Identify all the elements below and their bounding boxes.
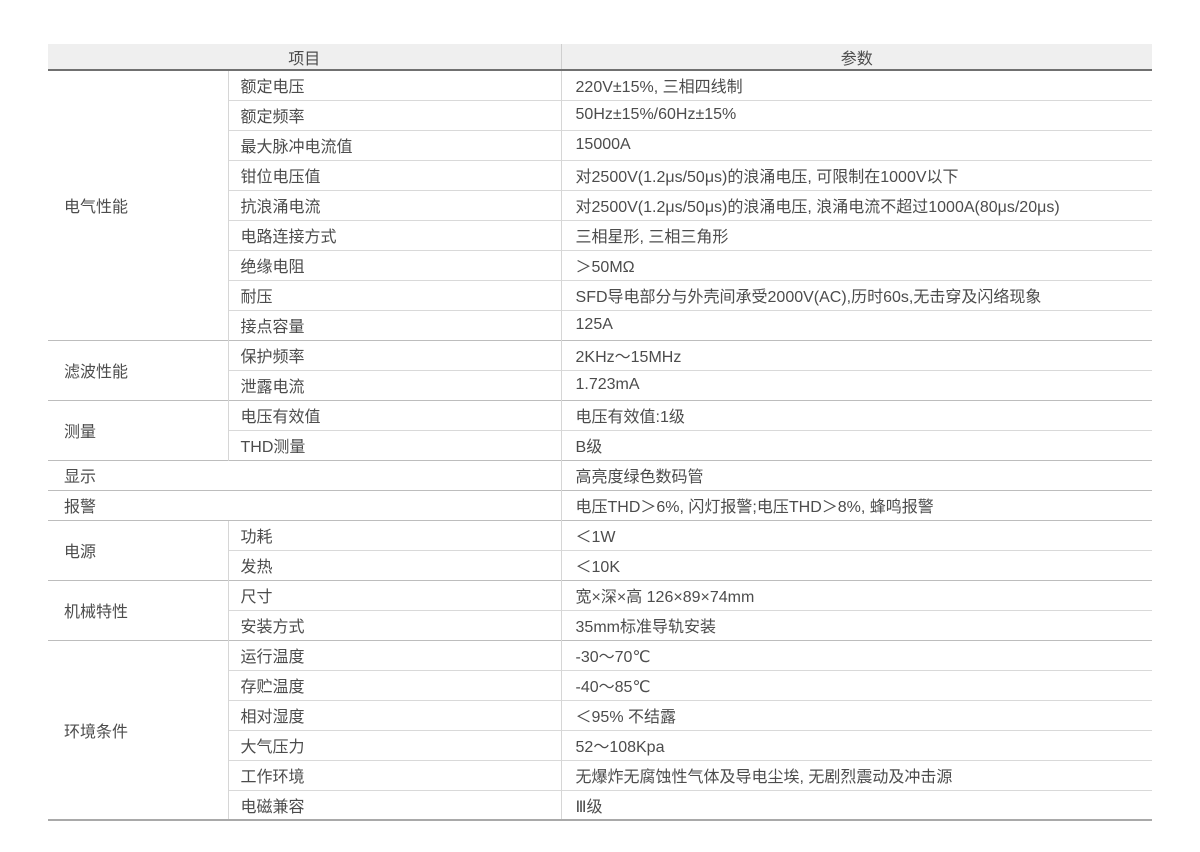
spec-table: 项目 参数 电气性能 额定电压 220V±15%, 三相四线制 额定频率 50Hz±15… (48, 44, 1153, 821)
item-label: 最大脉冲电流值 (227, 129, 562, 160)
param-value: 电压有效值:1级 (560, 399, 1153, 430)
table-row: 安装方式 35mm标准导轨安装 (48, 609, 1153, 640)
item-label: 电路连接方式 (227, 219, 562, 250)
item-label: 相对湿度 (227, 699, 562, 730)
table-row: 发热 ＜10K (48, 549, 1153, 580)
table-row: 大气压力 52～108Kpa (48, 729, 1153, 760)
item-label: THD测量 (227, 429, 562, 460)
group-label: 测量 (48, 399, 228, 460)
item-label: 运行温度 (227, 639, 562, 670)
param-value: 电压THD＞6%, 闪灯报警;电压THD＞8%, 蜂鸣报警 (560, 489, 1153, 520)
item-label: 工作环境 (227, 759, 562, 790)
item-label: 安装方式 (227, 609, 562, 640)
item-label: 功耗 (227, 519, 562, 550)
param-value: -30～70℃ (560, 639, 1153, 670)
item-label: 额定电压 (227, 69, 562, 100)
param-value: 对2500V(1.2μs/50μs)的浪涌电压, 可限制在1000V以下 (560, 159, 1153, 190)
table-row: 电源 功耗 ＜1W (48, 519, 1153, 580)
table-row: 接点容量 125A (48, 309, 1153, 340)
table-row: 机械特性 尺寸 宽×深×高 126×89×74mm (48, 579, 1153, 640)
param-value: ＜1W (560, 519, 1153, 550)
table-row: 耐压 SFD导电部分与外壳间承受2000V(AC),历时60s,无击穿及闪络现象 (48, 279, 1153, 310)
table-row: 相对湿度 ＜95% 不结露 (48, 699, 1153, 730)
group-label: 报警 (48, 489, 562, 520)
param-value: 50Hz±15%/60Hz±15% (560, 99, 1153, 130)
item-label: 发热 (227, 549, 562, 580)
item-label: 存贮温度 (227, 669, 562, 700)
param-value: ＜10K (560, 549, 1153, 580)
item-label: 钳位电压值 (227, 159, 562, 190)
column-header-item: 项目 (48, 44, 562, 71)
item-label: 额定频率 (227, 99, 562, 130)
item-label: 耐压 (227, 279, 562, 310)
item-label: 尺寸 (227, 579, 562, 610)
param-value: 125A (560, 309, 1153, 340)
param-value: B级 (560, 429, 1153, 460)
table-row: 最大脉冲电流值 15000A (48, 129, 1153, 160)
param-value: 52～108Kpa (560, 729, 1153, 760)
item-label: 电磁兼容 (227, 789, 562, 820)
param-value: 对2500V(1.2μs/50μs)的浪涌电压, 浪涌电流不超过1000A(80… (560, 189, 1153, 220)
table-row: 工作环境 无爆炸无腐蚀性气体及导电尘埃, 无剧烈震动及冲击源 (48, 759, 1153, 790)
param-value: -40～85℃ (560, 669, 1153, 700)
item-label: 抗浪涌电流 (227, 189, 562, 220)
param-value: 无爆炸无腐蚀性气体及导电尘埃, 无剧烈震动及冲击源 (560, 759, 1153, 790)
param-value: 高亮度绿色数码管 (560, 459, 1153, 490)
item-label: 接点容量 (227, 309, 562, 340)
param-value: ＜95% 不结露 (560, 699, 1153, 730)
table-row: 显示 高亮度绿色数码管 (48, 459, 1153, 490)
param-value: Ⅲ级 (560, 789, 1153, 820)
table-row: 钳位电压值 对2500V(1.2μs/50μs)的浪涌电压, 可限制在1000V以… (48, 159, 1153, 190)
group-label: 电气性能 (48, 69, 228, 340)
table-row: 报警 电压THD＞6%, 闪灯报警;电压THD＞8%, 蜂鸣报警 (48, 489, 1153, 520)
spec-table-header: 项目 参数 (48, 44, 1153, 71)
item-label: 电压有效值 (227, 399, 562, 430)
table-row: 电气性能 额定电压 220V±15%, 三相四线制 (48, 69, 1153, 340)
table-row: 电磁兼容 Ⅲ级 (48, 789, 1153, 820)
group-label: 机械特性 (48, 579, 228, 640)
spec-table-body: 电气性能 额定电压 220V±15%, 三相四线制 额定频率 50Hz±15%/60Hz… (48, 69, 1153, 820)
param-value: 三相星形, 三相三角形 (560, 219, 1153, 250)
table-row: 额定频率 50Hz±15%/60Hz±15% (48, 99, 1153, 130)
param-value: 宽×深×高 126×89×74mm (560, 579, 1153, 610)
header-row: 项目 参数 (48, 44, 1153, 71)
param-value: 2KHz～15MHz (560, 339, 1153, 370)
param-value: SFD导电部分与外壳间承受2000V(AC),历时60s,无击穿及闪络现象 (560, 279, 1153, 310)
param-value: 1.723mA (560, 369, 1153, 400)
item-label: 泄露电流 (227, 369, 562, 400)
table-row: 存贮温度 -40～85℃ (48, 669, 1153, 700)
table-row: 绝缘电阻 ＞50MΩ (48, 249, 1153, 280)
table-row: 泄露电流 1.723mA (48, 369, 1153, 400)
table-row: THD测量 B级 (48, 429, 1153, 460)
group-label: 电源 (48, 519, 228, 580)
param-value: 220V±15%, 三相四线制 (560, 69, 1153, 100)
item-label: 绝缘电阻 (227, 249, 562, 280)
column-header-param: 参数 (560, 44, 1153, 71)
param-value: 35mm标准导轨安装 (560, 609, 1153, 640)
param-value: 15000A (560, 129, 1153, 160)
group-label: 滤波性能 (48, 339, 228, 400)
table-row: 环境条件 运行温度 -30～70℃ (48, 639, 1153, 820)
group-label: 环境条件 (48, 639, 228, 820)
item-label: 大气压力 (227, 729, 562, 760)
table-row: 测量 电压有效值 电压有效值:1级 (48, 399, 1153, 460)
item-label: 保护频率 (227, 339, 562, 370)
table-row: 抗浪涌电流 对2500V(1.2μs/50μs)的浪涌电压, 浪涌电流不超过100… (48, 189, 1153, 220)
table-row: 电路连接方式 三相星形, 三相三角形 (48, 219, 1153, 250)
table-row: 滤波性能 保护频率 2KHz～15MHz (48, 339, 1153, 400)
spec-sheet: 项目 参数 电气性能 额定电压 220V±15%, 三相四线制 额定频率 50Hz±15… (48, 44, 1153, 821)
group-label: 显示 (48, 459, 562, 490)
param-value: ＞50MΩ (560, 249, 1153, 280)
